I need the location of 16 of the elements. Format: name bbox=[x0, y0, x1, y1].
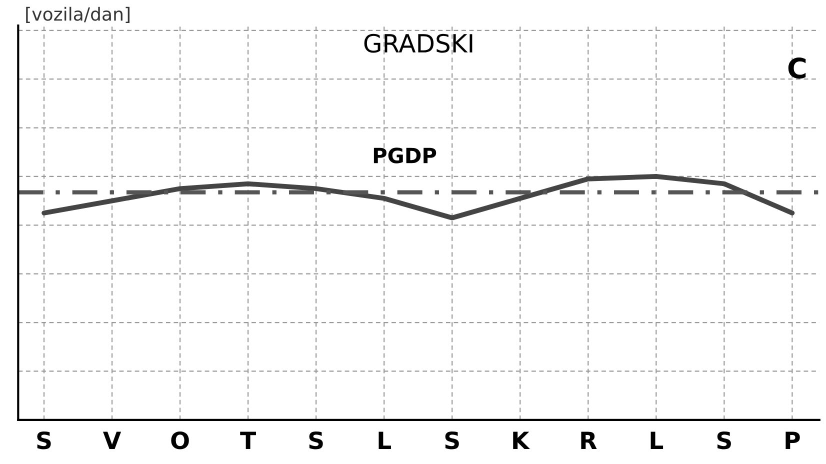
text: C bbox=[788, 58, 806, 79]
x-tick-label: S bbox=[309, 431, 323, 450]
x-tick-label: L bbox=[378, 432, 391, 449]
text: [vozila/dan] bbox=[26, 6, 130, 23]
x-tick-label: O bbox=[171, 431, 189, 450]
ref-line-label: PGDP bbox=[374, 148, 436, 164]
x-tick-label: S bbox=[717, 431, 731, 450]
x-tick-label: T bbox=[240, 432, 256, 449]
x-tick-label: S bbox=[445, 431, 459, 450]
x-tick-label: V bbox=[103, 432, 122, 449]
x-tick-label: K bbox=[513, 432, 530, 449]
x-tick-label: P bbox=[786, 432, 800, 449]
x-tick-label: S bbox=[37, 431, 51, 450]
x-tick-label: R bbox=[581, 432, 597, 449]
x-tick-label: L bbox=[650, 432, 664, 449]
chart-title: GRADSKI bbox=[364, 34, 472, 53]
